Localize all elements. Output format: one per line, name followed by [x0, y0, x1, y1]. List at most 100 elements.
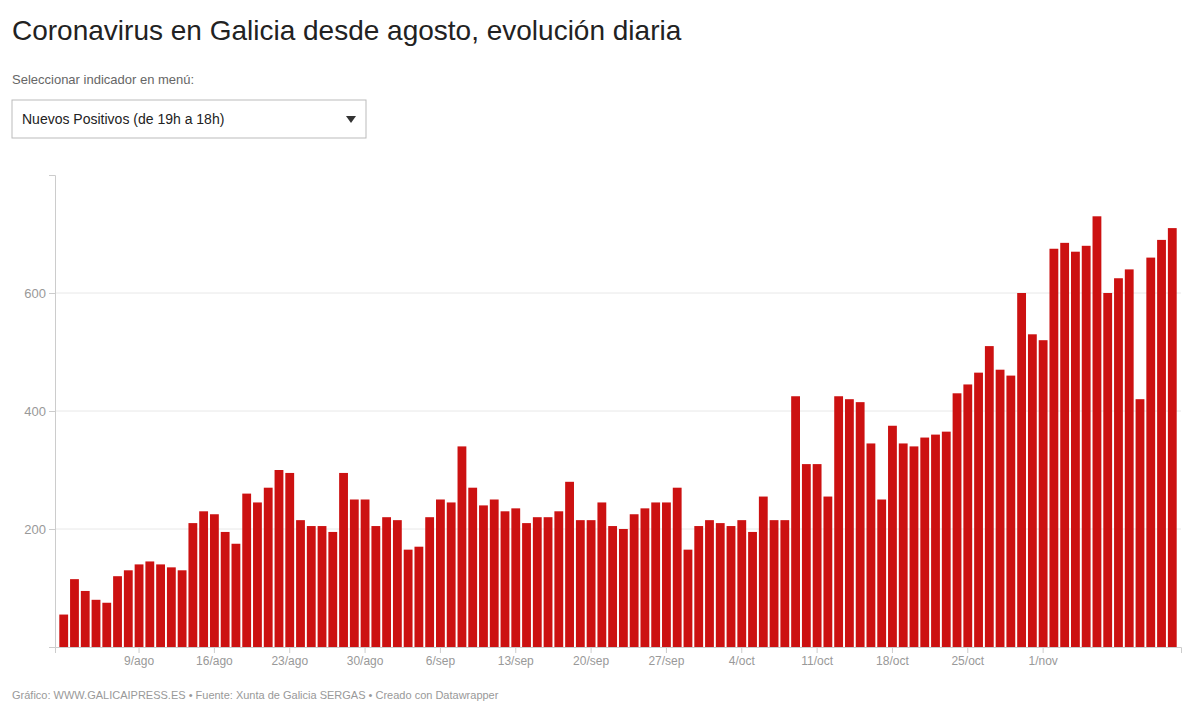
bar: [318, 526, 327, 647]
chart-title: Coronavirus en Galicia desde agosto, evo…: [12, 15, 682, 46]
bar: [113, 576, 122, 647]
axis-line: [56, 648, 1182, 654]
x-tick: 6/sep: [426, 647, 456, 668]
bar: [275, 470, 284, 647]
y-axis: 200 400 600: [24, 176, 55, 648]
bar: [350, 500, 359, 648]
bar: [748, 532, 757, 647]
dropdown-arrow: [346, 116, 356, 123]
x-tick-mark: [214, 647, 215, 653]
bar: [597, 502, 606, 647]
bar: [307, 526, 316, 647]
bar: [382, 517, 391, 647]
x-tick-label: 4/oct: [729, 654, 756, 668]
bar: [1060, 243, 1069, 647]
bar: [910, 446, 919, 647]
bar: [727, 526, 736, 647]
bar: [996, 370, 1005, 647]
x-tick-label: 18/oct: [876, 654, 909, 668]
y-tick: 600: [24, 286, 55, 301]
bar: [640, 508, 649, 647]
x-tick-mark: [289, 647, 290, 653]
bar: [156, 564, 165, 647]
bar: [102, 603, 111, 647]
bar: [759, 497, 768, 647]
y-tick-label: 200: [24, 522, 46, 537]
bar: [834, 396, 843, 647]
chart-root: Coronavirus en Galicia desde agosto, evo…: [0, 0, 1199, 709]
x-tick-mark: [666, 647, 667, 653]
bars: [59, 216, 1176, 647]
x-tick-mark: [892, 647, 893, 653]
bar: [587, 520, 596, 647]
bar: [737, 520, 746, 647]
x-tick: 13/sep: [498, 647, 534, 668]
bar: [1082, 246, 1091, 647]
bar: [791, 396, 800, 647]
bar: [1103, 293, 1112, 647]
bar: [662, 502, 671, 647]
bar: [296, 520, 305, 647]
bar: [490, 500, 499, 648]
bar: [888, 426, 897, 647]
bar: [522, 523, 531, 647]
bar: [1114, 278, 1123, 647]
bar: [436, 500, 445, 648]
x-tick-label: 1/nov: [1028, 654, 1057, 668]
x-tick-label: 9/ago: [124, 654, 154, 668]
bar: [479, 505, 488, 647]
bar: [285, 473, 294, 647]
bar: [565, 482, 574, 647]
plot-area: 2004006009/ago16/ago23/ago30/ago6/sep13/…: [24, 176, 1181, 668]
bar: [845, 399, 854, 647]
bar: [1146, 258, 1155, 647]
x-tick: 4/oct: [729, 647, 756, 668]
bar: [425, 517, 434, 647]
x-tick-mark: [139, 647, 140, 653]
bar: [1071, 252, 1080, 647]
bar: [770, 520, 779, 647]
bar: [694, 526, 703, 647]
y-tick-mark: [49, 529, 55, 530]
bar: [339, 473, 348, 647]
bar: [188, 523, 197, 647]
y-tick: 400: [24, 404, 55, 419]
bar: [1136, 399, 1145, 647]
bar: [404, 550, 413, 647]
bar: [823, 497, 832, 647]
bar: [361, 500, 370, 648]
x-tick-mark: [440, 647, 441, 653]
bar: [544, 517, 553, 647]
x-tick-mark: [1043, 647, 1044, 653]
x-tick: 25/oct: [951, 647, 984, 668]
bar: [630, 514, 639, 647]
bar: [899, 443, 908, 647]
bar: [576, 520, 585, 647]
x-tick: 23/ago: [271, 647, 308, 668]
y-tick: 200: [24, 522, 55, 537]
bar: [1039, 340, 1048, 647]
bar: [92, 600, 101, 647]
bar: [447, 502, 456, 647]
bar: [920, 438, 929, 647]
bar: [70, 579, 79, 647]
x-tick-label: 11/oct: [801, 654, 833, 668]
x-tick-mark: [591, 647, 592, 653]
x-tick: 27/sep: [648, 647, 684, 668]
bar: [877, 500, 886, 648]
y-tick-mark: [49, 411, 55, 412]
bar: [867, 443, 876, 647]
x-tick: 30/ago: [347, 647, 384, 668]
bar: [124, 570, 133, 647]
bar: [802, 464, 811, 647]
bar: [371, 526, 380, 647]
x-tick-label: 23/ago: [271, 654, 308, 668]
bar: [81, 591, 90, 647]
x-tick: 20/sep: [573, 647, 609, 668]
bar: [210, 514, 219, 647]
bar: [253, 502, 262, 647]
chart-subtitle: Seleccionar indicador en menú:: [12, 72, 194, 87]
bar: [673, 488, 682, 647]
grid-line: [55, 293, 1181, 294]
bar: [135, 564, 144, 647]
